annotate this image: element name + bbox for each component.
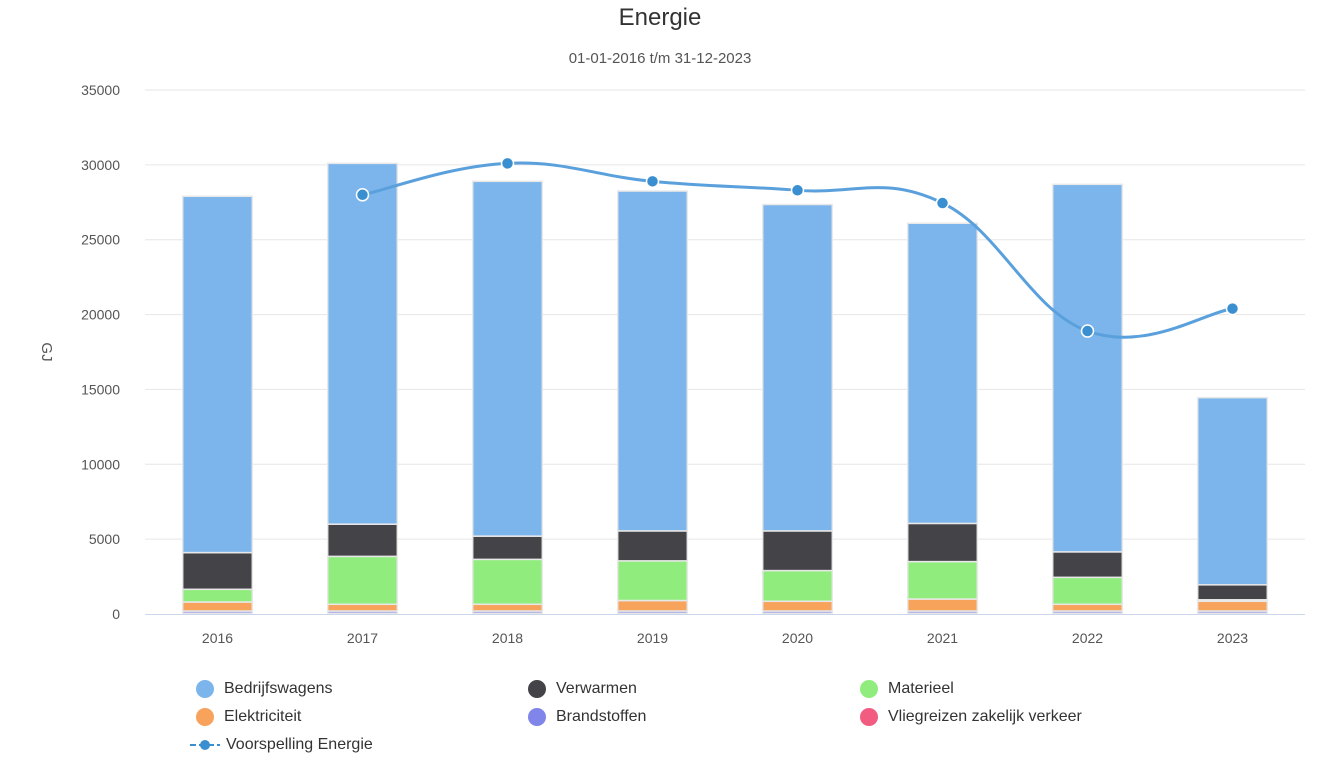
y-tick-label: 5000 [89,531,120,547]
bar-stack-2019 [616,190,689,615]
x-axis-ticks: 2016 2017 2018 2019 2020 2021 2022 2023 [202,630,1248,646]
forecast-line [355,156,1240,339]
y-tick-label: 15000 [81,381,120,397]
forecast-point [645,174,660,189]
x-tick-label: 2023 [1217,630,1248,646]
bar-segment [761,600,834,612]
y-tick-label: 10000 [81,456,120,472]
y-axis-ticks: 0 5000 10000 15000 20000 25000 30000 35000 [81,82,120,622]
bar-stack-2020 [761,203,834,615]
bar-segment [471,558,544,606]
y-tick-label: 30000 [81,157,120,173]
bar-segment [1196,584,1269,601]
legend-item[interactable]: Brandstoffen [528,708,646,726]
legend-dot-icon [528,680,546,698]
bar-segment [761,569,834,603]
y-tick-label: 25000 [81,232,120,248]
y-axis-title: GJ [38,342,55,361]
bar-segment [616,530,689,562]
x-tick-label: 2017 [347,630,378,646]
forecast-point [500,156,515,171]
forecast-point [935,196,950,210]
forecast-point [355,188,370,202]
x-tick-label: 2022 [1072,630,1103,646]
bar-segment [1051,576,1124,606]
bar-segment [616,560,689,602]
forecast-point [790,183,805,198]
bar-segment [616,599,689,612]
bar-segment [326,603,399,612]
grid-lines [145,89,1305,540]
legend-label: Vliegreizen zakelijk verkeer [888,708,1082,725]
chart-subtitle: 01-01-2016 t/m 31-12-2023 [568,50,752,67]
bar-segment [471,180,544,537]
bar-segment [1196,600,1269,612]
legend-label: Bedrijfswagens [224,680,333,697]
legend-item[interactable]: Elektriciteit [196,708,301,726]
legend-item[interactable]: Vliegreizen zakelijk verkeer [860,708,1082,726]
y-tick-label: 20000 [81,307,120,323]
legend-dot-icon [860,680,878,698]
bar-segment [1051,603,1124,612]
legend-dot-icon [860,708,878,726]
bar-stack-2022 [1051,183,1124,615]
x-tick-label: 2019 [637,630,668,646]
bar-stack-2021 [906,222,979,615]
y-tick-label: 35000 [81,82,120,98]
legend-dot-icon [196,708,214,726]
bar-segment [326,555,399,606]
bar-segment [326,523,399,558]
bar-segment [906,598,979,612]
legend-label: Verwarmen [556,680,637,697]
x-tick-label: 2021 [927,630,958,646]
bar-segment [1196,396,1269,586]
x-tick-label: 2016 [202,630,233,646]
bar-stack-2016 [181,195,254,615]
legend-item[interactable]: Voorspelling Energie [190,736,373,754]
bar-segment [471,603,544,612]
bar-segment [181,551,254,591]
bar-segment [181,195,254,554]
legend-item[interactable]: Materieel [860,680,954,698]
x-tick-label: 2018 [492,630,523,646]
bar-segment [471,535,544,561]
legend-dot-icon [528,708,546,726]
bar-segment [906,522,979,563]
bar-segment [326,162,399,525]
x-tick-label: 2020 [782,630,813,646]
bar-segment [616,190,689,532]
bar-segment [181,588,254,603]
chart-title: Energie [618,4,702,31]
legend-item[interactable]: Bedrijfswagens [196,680,333,698]
bar-segment [1051,551,1124,579]
forecast-point [1225,301,1240,316]
energy-chart: 0 5000 10000 15000 20000 25000 30000 35000 2016… [38,82,1305,646]
bar-segment [761,203,834,532]
bar-stack-2017 [326,162,399,615]
bar-segment [906,222,979,525]
legend-label: Brandstoffen [556,708,647,725]
forecast-point [1080,324,1095,338]
legend-line-marker-icon [190,738,220,752]
legend-label: Elektriciteit [224,708,302,725]
bar-stack-2023 [1196,396,1269,615]
y-tick-label: 0 [112,606,120,622]
bar-segment [761,530,834,572]
legend-dot-icon [196,680,214,698]
bar-segment [906,560,979,600]
bar-stack-2018 [471,180,544,615]
legend-label: Materieel [888,680,954,697]
bar-segment [1051,183,1124,553]
bar-segment [181,601,254,612]
legend-item[interactable]: Verwarmen [528,680,637,698]
legend-label: Voorspelling Energie [226,736,373,753]
stacked-bars [181,162,1269,615]
